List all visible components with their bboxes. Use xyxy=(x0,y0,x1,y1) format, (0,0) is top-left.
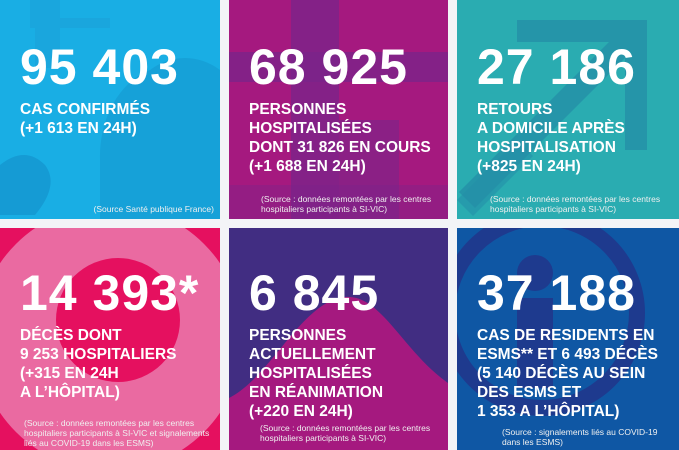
background-cross-graphic xyxy=(229,0,448,219)
source-note: (Source Santé publique France) xyxy=(93,204,215,214)
stat-label: CAS CONFIRMÉS (+1 613 EN 24H) xyxy=(20,101,151,137)
stat-label: DÉCÈS DONT 9 253 HOSPITALIERS (+315 EN 2… xyxy=(20,327,177,401)
background-digits-graphic xyxy=(0,0,220,219)
stat-label: PERSONNES ACTUELLEMENT HOSPITALISÉES EN … xyxy=(249,327,384,420)
background-curve-graphic xyxy=(229,296,448,450)
tile-deces: 14 393* DÉCÈS DONT 9 253 HOSPITALIERS (+… xyxy=(0,228,220,450)
background-info-graphic xyxy=(457,228,645,416)
background-arrow-graphic xyxy=(457,20,647,216)
stat-label: PERSONNES HOSPITALISÉES DONT 31 826 EN C… xyxy=(249,101,431,175)
stat-number: 68 925 xyxy=(249,39,408,95)
source-note: (Source : données remontées par les cent… xyxy=(261,194,432,214)
stat-label: RETOURS A DOMICILE APRÈS HOSPITALISATION… xyxy=(477,101,625,175)
source-note: (Source : données remontées par les cent… xyxy=(490,194,661,214)
tile-cas-confirmes: 95 403 CAS CONFIRMÉS (+1 613 EN 24H) (So… xyxy=(0,0,220,219)
source-note: (Source : signalements liés au COVID-19 … xyxy=(502,427,658,447)
stat-number: 37 188 xyxy=(477,265,636,321)
source-note: (Source : données remontées par les cent… xyxy=(24,418,210,448)
stat-number: 95 403 xyxy=(20,39,179,95)
tile-retours-domicile: 27 186 RETOURS A DOMICILE APRÈS HOSPITAL… xyxy=(457,0,679,219)
stat-number: 14 393* xyxy=(20,265,200,321)
stat-number: 27 186 xyxy=(477,39,636,95)
tile-personnes-hospitalisees: 68 925 PERSONNES HOSPITALISÉES DONT 31 8… xyxy=(229,0,448,219)
stat-number: 6 845 xyxy=(249,265,380,321)
tile-esms: 37 188 CAS DE RESIDENTS EN ESMS** ET 6 4… xyxy=(457,228,679,450)
tile-reanimation: 6 845 PERSONNES ACTUELLEMENT HOSPITALISÉ… xyxy=(229,228,448,450)
stat-label: CAS DE RESIDENTS EN ESMS** ET 6 493 DÉCÈ… xyxy=(477,327,658,420)
source-note: (Source : données remontées par les cent… xyxy=(260,423,431,443)
background-target-graphic xyxy=(0,228,220,450)
